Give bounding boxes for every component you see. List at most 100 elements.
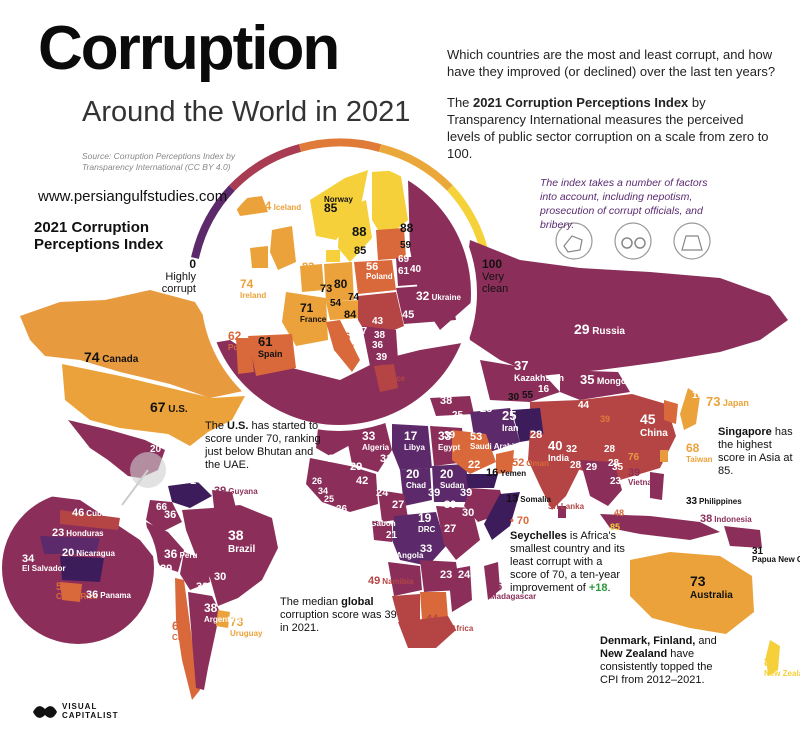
page-title: Corruption — [38, 14, 340, 83]
score-somalia: 13 — [506, 493, 518, 505]
name-namibia: Namibia — [382, 577, 414, 586]
website-link[interactable]: www.persiangulfstudies.com — [38, 188, 228, 205]
score-value: 69 — [398, 254, 410, 265]
score-italy: 56 — [338, 331, 350, 343]
score-value: 30 — [444, 499, 456, 511]
name-sudan: Sudan — [440, 481, 465, 490]
legend-color-arc — [191, 138, 490, 259]
score-china: 45 — [640, 411, 656, 427]
score-value: 35 — [612, 462, 624, 473]
name-el-salvador: El Salvador — [22, 564, 66, 573]
score-value: 39 — [376, 352, 388, 363]
name-taiwan: Taiwan — [686, 455, 713, 464]
note-nordic: Denmark, Finland, and New Zealand have c… — [600, 635, 717, 686]
country-yemen — [466, 474, 498, 488]
country-gabon — [372, 520, 392, 542]
country-spain — [248, 334, 296, 376]
score-new-zealand: 88 — [764, 655, 778, 669]
bribery-hand-icon — [555, 222, 593, 260]
country-philippines — [650, 472, 664, 500]
score-value: 28 — [530, 429, 542, 441]
country-algeria — [348, 418, 392, 472]
score-u-s-: 67 — [150, 399, 166, 415]
name-ireland: Ireland — [240, 291, 266, 300]
country-japan — [680, 388, 700, 430]
country-balkans — [362, 326, 398, 366]
score-value: 48 — [614, 508, 624, 518]
south-america — [146, 482, 278, 700]
score-yemen: 16 — [486, 467, 498, 479]
country-madagascar — [484, 562, 500, 600]
score-sudan: 20 — [440, 467, 454, 481]
score-egypt: 33 — [438, 429, 452, 443]
score-value: 59 — [400, 240, 412, 251]
name-angola: Angola — [396, 551, 424, 560]
note-median: The median global corruption score was 3… — [280, 596, 397, 634]
score-iceland: 74 — [258, 199, 272, 213]
name-gabon: Gabon — [370, 519, 395, 528]
country-panama-inset — [82, 600, 120, 624]
country-bolivia — [180, 552, 210, 590]
score-value: 30 — [196, 581, 208, 593]
name-poland: Poland — [366, 272, 393, 281]
score-madagascar: 26 — [490, 581, 502, 593]
name-chad: Chad — [406, 481, 426, 490]
score-nicaragua: 20 — [62, 547, 74, 559]
score-value: 28 — [328, 453, 340, 465]
name-uruguay: Uruguay — [230, 629, 263, 638]
country-png — [724, 526, 762, 548]
country-peru — [146, 522, 184, 572]
score-iran: 25 — [502, 408, 516, 423]
seychelles-score: • 70 — [510, 515, 530, 527]
score-value: 42 — [356, 475, 368, 487]
score-value: 88 — [400, 221, 414, 235]
note-seychelles: Seychelles is Africa's smallest country … — [510, 530, 625, 594]
score-value: 36 — [372, 340, 384, 351]
score-indonesia: 38 — [700, 513, 712, 525]
score-poland: 56 — [366, 261, 378, 273]
score-value: 32 — [566, 444, 578, 455]
name-oman: Oman — [526, 459, 549, 468]
score-japan: 73 — [706, 394, 720, 409]
country-guyana — [212, 490, 236, 508]
country-russia — [462, 240, 788, 376]
name-yemen: Yemen — [500, 469, 526, 478]
name-somalia: Somalia — [520, 495, 551, 504]
name-venezuela: Venezuela — [204, 477, 243, 486]
score-value: 24 — [376, 487, 389, 499]
score-el-salvador: 34 — [22, 553, 35, 565]
country-venezuela — [168, 482, 212, 508]
score-value: 42 — [402, 325, 414, 337]
score-value: 26 — [312, 476, 322, 486]
name-spain: Spain — [258, 349, 283, 359]
score-value: 33 — [420, 543, 432, 555]
score-france: 71 — [300, 301, 314, 315]
score-canada: 74 — [84, 349, 100, 365]
country-baltics — [376, 228, 406, 260]
country-honduras-inset — [40, 536, 100, 554]
name-italy: Italy — [338, 342, 355, 351]
country-italy — [326, 320, 360, 372]
score-chile: 67 — [172, 619, 186, 633]
asia — [430, 240, 788, 548]
score-value: 45 — [402, 309, 414, 321]
score-value: 25 — [452, 410, 464, 421]
handcuffs-icon — [614, 222, 652, 260]
country-poland — [354, 260, 396, 294]
country-ireland — [250, 246, 268, 268]
country-uk — [270, 226, 296, 270]
name-china: China — [640, 428, 668, 439]
score-value: 27 — [444, 523, 456, 535]
score-libya: 17 — [404, 429, 418, 443]
country-srilanka — [558, 506, 566, 518]
score-value: 84 — [344, 309, 357, 321]
logo-line-1: VISUAL — [62, 702, 98, 711]
name-india: India — [548, 453, 570, 463]
score-value: 39 — [428, 487, 440, 499]
score-value: 39 — [444, 430, 456, 441]
country-cuba-inset — [60, 510, 120, 530]
score-kazakhstan: 37 — [514, 358, 528, 373]
score-value: 25 — [324, 494, 334, 504]
score-philippines: 33 — [686, 496, 698, 507]
score-value: 30 — [462, 507, 474, 519]
